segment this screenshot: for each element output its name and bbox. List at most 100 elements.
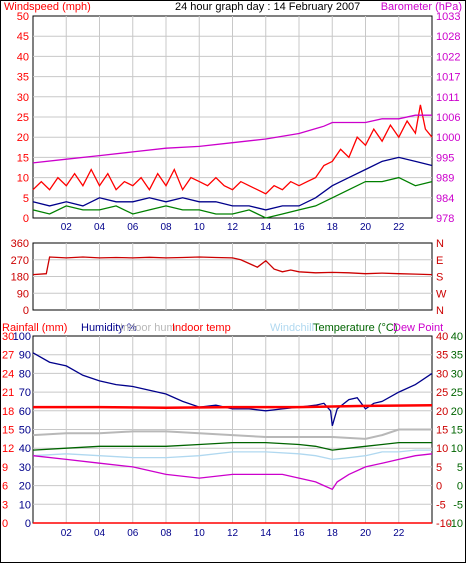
chart-title: 24 hour graph day : 14 February 2007	[175, 1, 360, 13]
y-tick-label: 20	[451, 406, 463, 418]
direction-degree-ticks: 0 90 180 270 360	[11, 238, 29, 317]
y-tick-label: 20	[17, 132, 29, 144]
legend-humidity: Humidity %	[81, 322, 137, 334]
rainfall-ticks: 0 3 6 9 12 15 18 21 24 27 30	[2, 331, 14, 530]
y-tick-label: 50	[19, 425, 31, 437]
x-tick-label: 10	[194, 528, 206, 539]
legend-temperature: Temperature (°C)	[313, 322, 397, 334]
y-tick-label: 30	[19, 462, 31, 474]
x-tick-label: 18	[327, 222, 339, 233]
y-tick-label: 12	[2, 443, 14, 455]
y-tick-label: 21	[2, 387, 14, 399]
y-tick-label: 15	[451, 425, 463, 437]
y-tick-label: 90	[19, 350, 31, 362]
y-tick-label: 30	[17, 92, 29, 104]
y-tick-label: 45	[17, 31, 29, 43]
direction-series	[32, 256, 433, 276]
windspeed-line	[32, 104, 433, 195]
temperature-grid	[33, 336, 432, 523]
y-tick-label: W	[436, 288, 447, 300]
x-tick-label: 20	[360, 528, 372, 539]
y-tick-label: -5	[453, 499, 463, 511]
legend-indoor-temp: Indoor temp	[172, 322, 231, 334]
y-tick-label: 27	[2, 350, 14, 362]
humidity-ticks: 0 10 20 30 40 50 60 70 80 90 100	[13, 331, 31, 530]
wind-low-line	[32, 176, 433, 219]
y-tick-label: 15	[17, 152, 29, 164]
temperature-panel: Rainfall (mm) Humidity % Indoor hum Indo…	[2, 322, 463, 539]
y-tick-label: 10	[17, 173, 29, 185]
temperature-line	[32, 441, 432, 451]
x-tick-label: 10	[194, 222, 206, 233]
y-tick-label: 1033	[436, 11, 460, 23]
temperature-series	[32, 352, 433, 524]
y-tick-label: 90	[17, 288, 29, 300]
y-tick-label: 0	[23, 213, 29, 225]
direction-grid	[33, 243, 432, 310]
y-tick-label: 270	[11, 255, 29, 267]
humidity-line	[32, 352, 433, 426]
y-tick-label: 5	[457, 462, 463, 474]
y-tick-label: E	[436, 255, 443, 267]
y-tick-label: -10	[436, 518, 452, 530]
legend-windchill: Windchill	[270, 322, 314, 334]
wind-speed-axis-title: Windspeed (mph)	[4, 1, 91, 13]
y-tick-label: S	[436, 272, 443, 284]
x-tick-label: 22	[393, 528, 405, 539]
x-tick-label: 18	[327, 528, 339, 539]
x-tick-label: 02	[61, 222, 73, 233]
y-tick-label: 40	[451, 331, 463, 343]
y-tick-label: 25	[17, 112, 29, 124]
y-tick-label: 80	[19, 368, 31, 380]
y-tick-label: N	[436, 305, 444, 317]
y-tick-label: 984	[436, 193, 454, 205]
y-tick-label: 0	[2, 518, 8, 530]
x-tick-label: 16	[293, 222, 305, 233]
y-tick-label: 1017	[436, 72, 460, 84]
x-tick-label: 16	[293, 528, 305, 539]
y-tick-label: 10	[19, 499, 31, 511]
y-tick-label: 30	[451, 368, 463, 380]
y-tick-label: -5	[436, 499, 446, 511]
y-tick-label: 1006	[436, 112, 460, 124]
y-tick-label: 10	[451, 443, 463, 455]
x-tick-label: 22	[393, 222, 405, 233]
y-tick-label: 20	[436, 406, 448, 418]
y-tick-label: -10	[447, 518, 463, 530]
y-tick-label: 70	[19, 387, 31, 399]
dew-point-line	[32, 453, 433, 491]
y-tick-label: 5	[436, 462, 442, 474]
wind-barometer-panel: Windspeed (mph) 24 hour graph day : 14 F…	[4, 1, 462, 233]
y-tick-label: N	[436, 238, 444, 250]
x-tick-label: 06	[127, 222, 139, 233]
y-tick-label: 0	[436, 481, 442, 493]
y-tick-label: 15	[436, 425, 448, 437]
y-tick-label: 50	[17, 11, 29, 23]
y-tick-label: 100	[13, 331, 31, 343]
x-tick-label: 12	[227, 528, 239, 539]
x-tick-label: 04	[94, 528, 106, 539]
y-tick-label: 10	[436, 443, 448, 455]
y-tick-label: 3	[2, 499, 8, 511]
y-tick-label: 9	[2, 462, 8, 474]
x-tick-label: 02	[61, 528, 73, 539]
y-tick-label: 6	[2, 481, 8, 493]
wind-x-ticks: 02 04 06 08 10 12 14 16 18 20 22	[61, 222, 405, 233]
legend-indoor-humidity: Indoor hum	[120, 322, 176, 334]
y-tick-label: 40	[17, 51, 29, 63]
barometer-ticks: 978 984 989 995 1000 1006 1011 1017 1022 1028 1033	[436, 11, 460, 225]
y-tick-label: 30	[2, 331, 14, 343]
indoor-temp-line	[33, 403, 433, 410]
y-tick-label: 25	[436, 387, 448, 399]
y-tick-label: 18	[2, 406, 14, 418]
y-tick-label: 35	[451, 350, 463, 362]
wind-speed-ticks: 0 5 10 15 20 25 30 35 40 45 50	[17, 11, 29, 225]
y-tick-label: 180	[11, 272, 29, 284]
x-tick-label: 14	[260, 528, 272, 539]
x-tick-label: 20	[360, 222, 372, 233]
y-tick-label: 5	[23, 193, 29, 205]
barometer-axis-title: Barometer (hPa)	[381, 1, 462, 13]
x-tick-label: 08	[160, 222, 172, 233]
